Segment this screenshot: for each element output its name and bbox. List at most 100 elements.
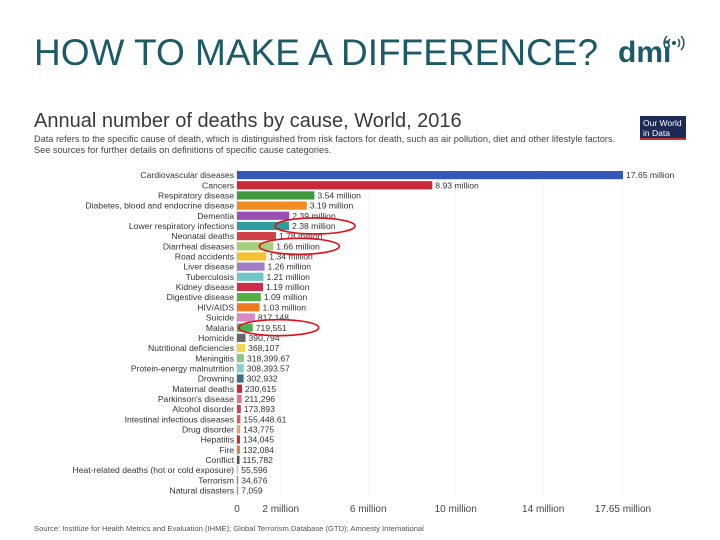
bar: [237, 354, 244, 363]
bar: [237, 343, 246, 353]
value-label: 17.65 million: [626, 170, 674, 180]
value-label: 155,448.61: [243, 414, 286, 424]
bar: [237, 394, 242, 403]
category-label: Conflict: [205, 455, 234, 465]
bar: [237, 364, 244, 373]
value-label: 302,932: [247, 374, 278, 384]
value-label: 55,596: [241, 465, 268, 475]
category-label: Alcohol disorder: [172, 404, 234, 414]
bar: [237, 476, 239, 485]
category-label: Homicide: [198, 333, 234, 343]
owid-logo: Our World in Data: [640, 116, 686, 140]
category-label: Fire: [219, 445, 234, 455]
bar: [237, 435, 240, 444]
category-label: Cancers: [202, 180, 234, 190]
category-label: Suicide: [206, 313, 234, 323]
value-label: 143,775: [243, 424, 274, 434]
bar: [237, 313, 255, 322]
bar: [237, 232, 276, 241]
category-label: Neonatal deaths: [171, 231, 234, 241]
category-label: Parkinson's disease: [158, 394, 234, 404]
value-label: 7,059: [241, 485, 263, 495]
category-label: Hepatitis: [201, 435, 234, 445]
category-label: Malaria: [206, 323, 234, 333]
category-label: Diarrheal diseases: [163, 241, 234, 251]
category-label: Drug disorder: [182, 424, 234, 434]
bar: [237, 181, 433, 190]
x-tick-label: 2 million: [262, 504, 299, 515]
bar: [237, 333, 246, 342]
bar: [237, 445, 240, 454]
bar: [237, 211, 290, 220]
value-label: 2.39 million: [292, 211, 336, 221]
category-label: Lower respiratory infections: [129, 221, 234, 231]
bar: [237, 303, 260, 312]
chart-source: Source: Institute for Health Metrics and…: [34, 524, 424, 533]
bar: [237, 425, 241, 434]
category-label: Meningitis: [195, 353, 234, 363]
value-label: 34,676: [241, 475, 268, 485]
value-label: 230,615: [245, 384, 276, 394]
bar: [237, 282, 264, 292]
bar: [237, 486, 239, 495]
value-label: 211,296: [245, 394, 276, 404]
chart-subtitle: Data refers to the specific cause of dea…: [34, 134, 616, 155]
value-label: 1.78 million: [279, 231, 323, 241]
bar: [237, 323, 253, 332]
highlight-circle: [258, 237, 341, 256]
category-label: Heat-related deaths (hot or cold exposur…: [73, 465, 235, 475]
bar: [237, 242, 274, 251]
category-label: Tuberculosis: [186, 272, 234, 282]
highlight-circle: [274, 217, 356, 235]
value-label: 173,893: [244, 404, 275, 414]
bar: [237, 171, 623, 180]
value-label: 115,782: [243, 455, 274, 465]
bar: [237, 415, 241, 424]
value-label: 132,084: [243, 445, 274, 455]
chart-title: Annual number of deaths by cause, World,…: [34, 110, 462, 132]
bar: [237, 465, 239, 475]
x-tick-label: 14 million: [522, 504, 564, 515]
x-tick-label: 0: [234, 504, 240, 515]
value-label: 8.93 million: [435, 180, 479, 190]
brand-text: dmi: [618, 36, 672, 69]
category-label: Natural disasters: [170, 485, 234, 495]
category-label: Nutritional deficiencies: [148, 343, 234, 353]
bar: [237, 262, 265, 271]
category-label: Liver disease: [183, 262, 234, 272]
category-label: Cardiovascular diseases: [140, 170, 234, 180]
value-label: 1.21 million: [266, 272, 310, 282]
value-label: 2.38 million: [292, 221, 336, 231]
broadcast-icon: [663, 35, 685, 51]
x-tick-label: 6 million: [350, 504, 387, 515]
bar: [237, 201, 307, 210]
value-label: 1.26 million: [268, 262, 312, 272]
value-label: 3.19 million: [310, 201, 354, 211]
category-label: Drowning: [198, 374, 235, 384]
value-label: 1.34 million: [269, 252, 313, 262]
category-label: Road accidents: [175, 252, 234, 262]
bar: [237, 272, 264, 281]
value-label: 1.19 million: [266, 282, 310, 292]
category-label: Dementia: [197, 211, 234, 221]
bar: [237, 404, 241, 414]
value-label: 817,148: [258, 313, 289, 323]
bar: [237, 252, 267, 261]
value-label: 308,393.57: [247, 363, 290, 373]
value-label: 390,794: [249, 333, 280, 343]
value-label: 134,045: [243, 435, 274, 445]
category-label: HIV/AIDS: [197, 302, 234, 312]
value-label: 318,399.67: [247, 353, 290, 363]
category-label: Protein-energy malnutrition: [131, 363, 234, 373]
value-label: 1.09 million: [264, 292, 308, 302]
bar: [237, 384, 243, 393]
bar: [237, 221, 290, 231]
category-label: Intestinal infectious diseases: [125, 414, 234, 424]
bar: [237, 374, 244, 383]
category-label: Respiratory disease: [158, 191, 234, 201]
value-label: 3.54 million: [317, 191, 361, 201]
value-label: 719,551: [256, 323, 287, 333]
slide-title: HOW TO MAKE A DIFFERENCE?: [34, 32, 599, 73]
value-label: 368,107: [248, 343, 279, 353]
value-label: 1.03 million: [263, 302, 307, 312]
